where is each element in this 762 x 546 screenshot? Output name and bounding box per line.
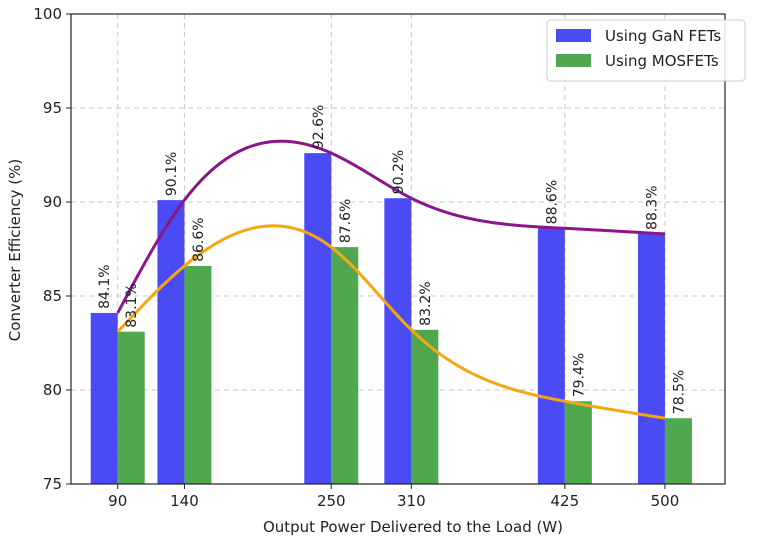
data-label: 86.6% — [191, 217, 207, 261]
data-label: 88.6% — [544, 180, 560, 224]
legend-swatch-gan — [556, 29, 591, 42]
y-tick-label: 75 — [43, 475, 62, 493]
x-tick-label: 310 — [397, 492, 426, 510]
legend-label-mosfet: Using MOSFETs — [605, 52, 719, 70]
bars — [90, 153, 692, 485]
plot-frame — [70, 13, 726, 485]
data-label: 83.2% — [418, 281, 434, 325]
bar-gan-310 — [384, 198, 412, 485]
bar-mosfet-500 — [664, 418, 692, 484]
y-tick-label: 90 — [43, 193, 62, 211]
data-label: 90.1% — [164, 152, 180, 196]
data-labels: 84.1% 90.1% 92.6% 90.2% 88.6% 88.3% 83.1% 86.6%… — [97, 105, 687, 415]
x-tick-label: 425 — [551, 492, 580, 510]
bar-gan-425 — [537, 228, 565, 484]
legend-frame — [546, 19, 746, 82]
x-tick-label: 90 — [108, 492, 127, 510]
y-tick-label: 95 — [43, 99, 62, 117]
bar-mosfet-140 — [184, 265, 212, 484]
data-label: 90.2% — [391, 150, 407, 194]
trend-curves — [116, 139, 666, 420]
bar-gan-500 — [637, 233, 665, 484]
bar-gan-140 — [157, 200, 185, 484]
y-tick-label: 80 — [43, 381, 62, 399]
y-axis-label: Converter Efficiency (%) — [6, 159, 24, 341]
bar-gan-90 — [90, 312, 118, 484]
data-label: 79.4% — [571, 353, 587, 397]
bar-mosfet-90 — [117, 331, 145, 484]
data-label: 84.1% — [97, 264, 113, 308]
trend-curve-gan — [116, 139, 666, 314]
y-tick-label: 85 — [43, 287, 62, 305]
data-label: 92.6% — [311, 105, 327, 149]
bar-mosfet-425 — [564, 401, 592, 484]
legend-swatch-mosfet — [556, 54, 591, 67]
data-label: 83.1% — [124, 283, 140, 327]
x-tick-label: 250 — [317, 492, 346, 510]
bar-gan-250 — [304, 153, 332, 484]
bar-mosfet-310 — [411, 329, 439, 484]
bar-mosfet-250 — [331, 247, 359, 484]
data-label: 87.6% — [338, 199, 354, 243]
x-tick-label: 500 — [651, 492, 680, 510]
x-axis-label: Output Power Delivered to the Load (W) — [263, 518, 563, 536]
data-label: 78.5% — [671, 370, 687, 414]
y-tick-label: 100 — [33, 5, 62, 23]
trend-curve-mosfet — [116, 224, 666, 420]
data-label: 88.3% — [644, 185, 660, 229]
axis-ticks: 75 80 85 90 95 100 90 140 250 310 425 500 — [33, 5, 679, 510]
legend: Using GaN FETs Using MOSFETs — [546, 19, 746, 82]
legend-label-gan: Using GaN FETs — [605, 27, 721, 45]
x-tick-label: 140 — [170, 492, 199, 510]
